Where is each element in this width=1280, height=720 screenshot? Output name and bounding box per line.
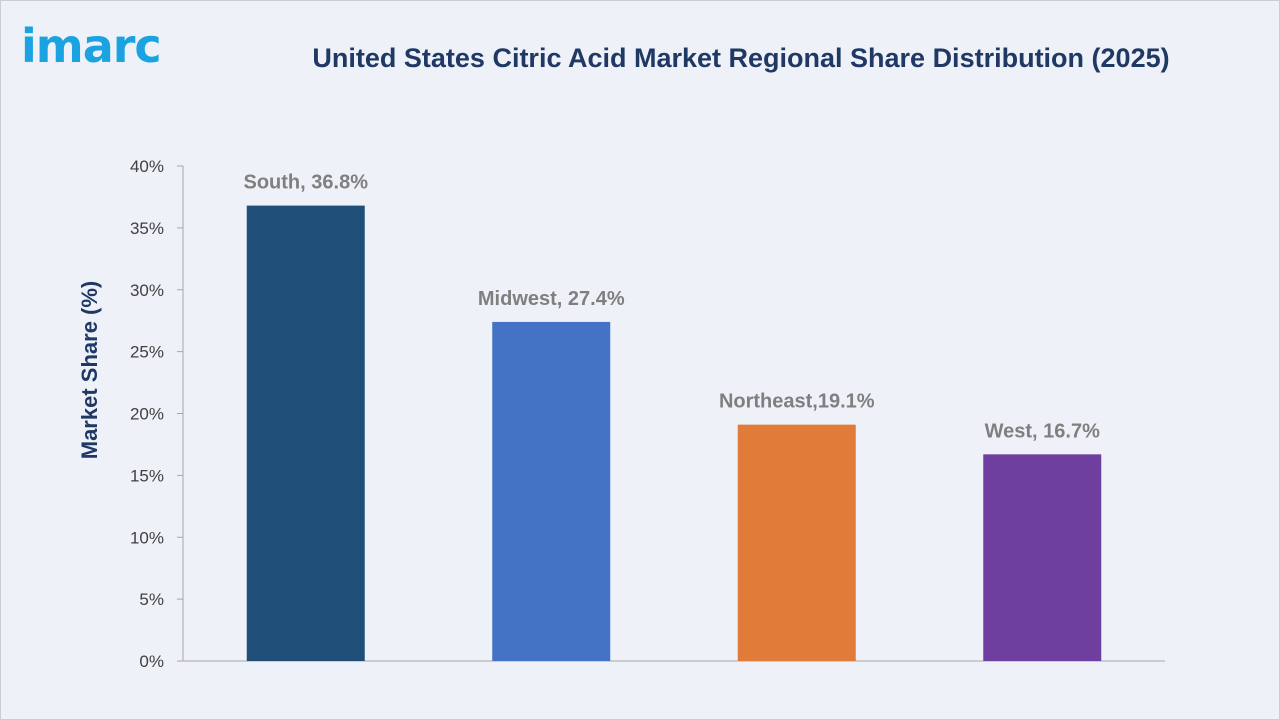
y-axis-label: Market Share (%) [77, 281, 102, 460]
bars [246, 205, 1102, 661]
data-label-midwest: Midwest, 27.4% [478, 288, 625, 310]
y-tick-label: 5% [139, 590, 164, 609]
chart-title: United States Citric Acid Market Regiona… [312, 43, 1170, 73]
y-tick-label: 0% [139, 652, 164, 671]
data-label-south: South, 36.8% [244, 172, 369, 194]
y-tick-label: 35% [130, 219, 164, 238]
bar-south [246, 205, 365, 661]
y-axis: 0% 5% 10% 15% 20% 25% 30% 35% 40% [130, 157, 1165, 671]
y-tick-label: 30% [130, 281, 164, 300]
data-labels: South, 36.8% Midwest, 27.4% Northeast,19.1… [244, 172, 1101, 443]
imarc-logo: imarc [21, 19, 162, 73]
data-label-west: West, 16.7% [985, 420, 1100, 442]
y-tick-label: 10% [130, 528, 164, 547]
y-tick-label: 25% [130, 343, 164, 362]
bar-west [983, 454, 1102, 661]
y-tick-label: 15% [130, 466, 164, 485]
y-tick-label: 40% [130, 157, 164, 176]
bar-northeast [737, 424, 856, 661]
y-tick-label: 20% [130, 405, 164, 424]
bar-midwest [492, 321, 611, 661]
data-label-northeast: Northeast,19.1% [719, 391, 875, 413]
